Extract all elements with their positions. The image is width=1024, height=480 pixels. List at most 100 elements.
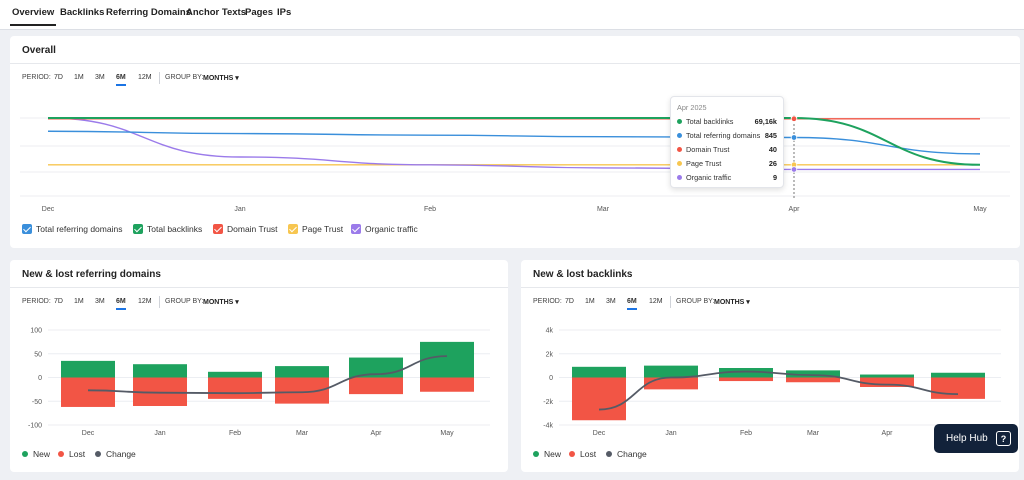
dot-icon (58, 451, 64, 457)
bar-new (420, 341, 474, 378)
legend-organic-traffic[interactable]: Organic traffic (351, 224, 418, 234)
dot-icon (606, 451, 612, 457)
period-7d[interactable]: 7D (54, 74, 63, 81)
backlinks-card-header: New & lost backlinks (521, 260, 1019, 288)
legend-label: New (544, 449, 562, 459)
tab-backlinks[interactable]: Backlinks (60, 7, 105, 18)
group-by-value: MONTHS (203, 299, 234, 306)
x-tick-label: Apr (371, 430, 383, 437)
period-6m[interactable]: 6M (627, 298, 637, 310)
period-7d[interactable]: 7D (565, 298, 574, 305)
legend-change[interactable]: Change (95, 449, 136, 459)
group-by-value: MONTHS (203, 75, 234, 82)
tooltip-row-value: 9 (772, 172, 777, 182)
legend-label: Lost (580, 449, 597, 459)
bar-lost (420, 377, 474, 392)
x-tick-label: May (440, 430, 454, 437)
tab-anchor-texts[interactable]: Anchor Texts (186, 7, 247, 18)
x-tick-label: Mar (807, 430, 820, 437)
x-tick-label: Mar (296, 430, 309, 437)
group-by-value: MONTHS (714, 299, 745, 306)
bar-new (719, 368, 773, 378)
group-by-select[interactable]: MONTHS ▾ (714, 298, 750, 306)
checkbox-icon (288, 224, 298, 234)
tab-referring-domains[interactable]: Referring Domains (106, 7, 191, 18)
checkbox-icon (351, 224, 361, 234)
legend-label: Change (617, 449, 647, 459)
tooltip-row: Organic traffic 9 (677, 172, 777, 182)
tooltip-row-name: Page Trust (686, 158, 722, 168)
y-tick-label: 4k (546, 328, 554, 335)
period-1m[interactable]: 1M (585, 298, 595, 305)
period-3m[interactable]: 3M (606, 298, 616, 305)
bar-lost (860, 377, 914, 387)
tab-ips[interactable]: IPs (277, 7, 292, 18)
checkbox-icon (213, 224, 223, 234)
bar-new (786, 370, 840, 378)
y-tick-label: -4k (543, 423, 553, 430)
bar-new (61, 360, 115, 378)
period-6m[interactable]: 6M (116, 298, 126, 310)
dot-icon (569, 451, 575, 457)
period-12m[interactable]: 12M (138, 298, 152, 305)
period-7d[interactable]: 7D (54, 298, 63, 305)
legend-total-referring-domains[interactable]: Total referring domains (22, 224, 122, 234)
group-by-label: GROUP BY: (165, 74, 204, 81)
overall-line-chart: Dec Jan Feb Mar Apr May (20, 114, 1010, 213)
tooltip-row-value: 845 (764, 130, 777, 140)
bar-new (275, 366, 329, 378)
period-3m[interactable]: 3M (95, 298, 105, 305)
period-separator (670, 296, 671, 308)
chevron-down-icon: ▾ (235, 75, 239, 82)
period-12m[interactable]: 12M (138, 74, 152, 81)
legend-domain-trust[interactable]: Domain Trust (213, 224, 278, 234)
bar-lost (572, 377, 626, 421)
bar-lost (719, 377, 773, 382)
y-tick-label: -50 (32, 399, 42, 406)
x-tick-label: Feb (740, 430, 752, 437)
legend-total-backlinks[interactable]: Total backlinks (133, 224, 202, 234)
period-separator (159, 296, 160, 308)
legend-label: Page Trust (302, 224, 344, 234)
y-tick-label: 0 (38, 375, 42, 382)
ref-domains-period-bar: PERIOD: 7D 1M 3M 6M 12M GROUP BY: MONTHS… (22, 296, 282, 310)
legend-new[interactable]: New (533, 449, 561, 459)
tooltip-row: Total referring domains 845 (677, 130, 777, 140)
period-1m[interactable]: 1M (74, 74, 84, 81)
x-tick-label: Feb (424, 206, 436, 213)
legend-lost[interactable]: Lost (58, 449, 85, 459)
checkbox-icon (133, 224, 143, 234)
overall-card: Overall PERIOD: 7D 1M 3M 6M 12M GROUP BY… (10, 36, 1020, 248)
period-label: PERIOD: (22, 298, 51, 305)
legend-lost[interactable]: Lost (569, 449, 596, 459)
legend-label: Total backlinks (147, 224, 203, 234)
help-hub-button[interactable]: Help Hub ? (934, 424, 1018, 453)
legend-change[interactable]: Change (606, 449, 647, 459)
tooltip-row-name: Total backlinks (686, 116, 734, 126)
legend-page-trust[interactable]: Page Trust (288, 224, 343, 234)
ref-domains-title: New & lost referring domains (22, 269, 161, 280)
period-6m[interactable]: 6M (116, 74, 126, 86)
group-by-select[interactable]: MONTHS ▾ (203, 298, 239, 306)
overall-title: Overall (22, 45, 56, 56)
bar-lost (208, 377, 262, 399)
period-1m[interactable]: 1M (74, 298, 84, 305)
series-line-total-referring-domains (47, 130, 981, 155)
legend-new[interactable]: New (22, 449, 50, 459)
period-12m[interactable]: 12M (649, 298, 663, 305)
tab-overview[interactable]: Overview (9, 7, 57, 26)
x-tick-label: Jan (154, 430, 165, 437)
tab-pages[interactable]: Pages (245, 7, 273, 18)
group-by-select[interactable]: MONTHS ▾ (203, 74, 239, 82)
period-label: PERIOD: (533, 298, 562, 305)
period-3m[interactable]: 3M (95, 74, 105, 81)
change-line (87, 355, 448, 395)
x-tick-label: Jan (665, 430, 676, 437)
checkbox-icon (22, 224, 32, 234)
change-line (598, 370, 959, 411)
tooltip-row-name: Organic traffic (686, 172, 732, 182)
y-tick-label: 0 (549, 375, 553, 382)
bar-new (208, 371, 262, 378)
legend-label: Change (106, 449, 136, 459)
